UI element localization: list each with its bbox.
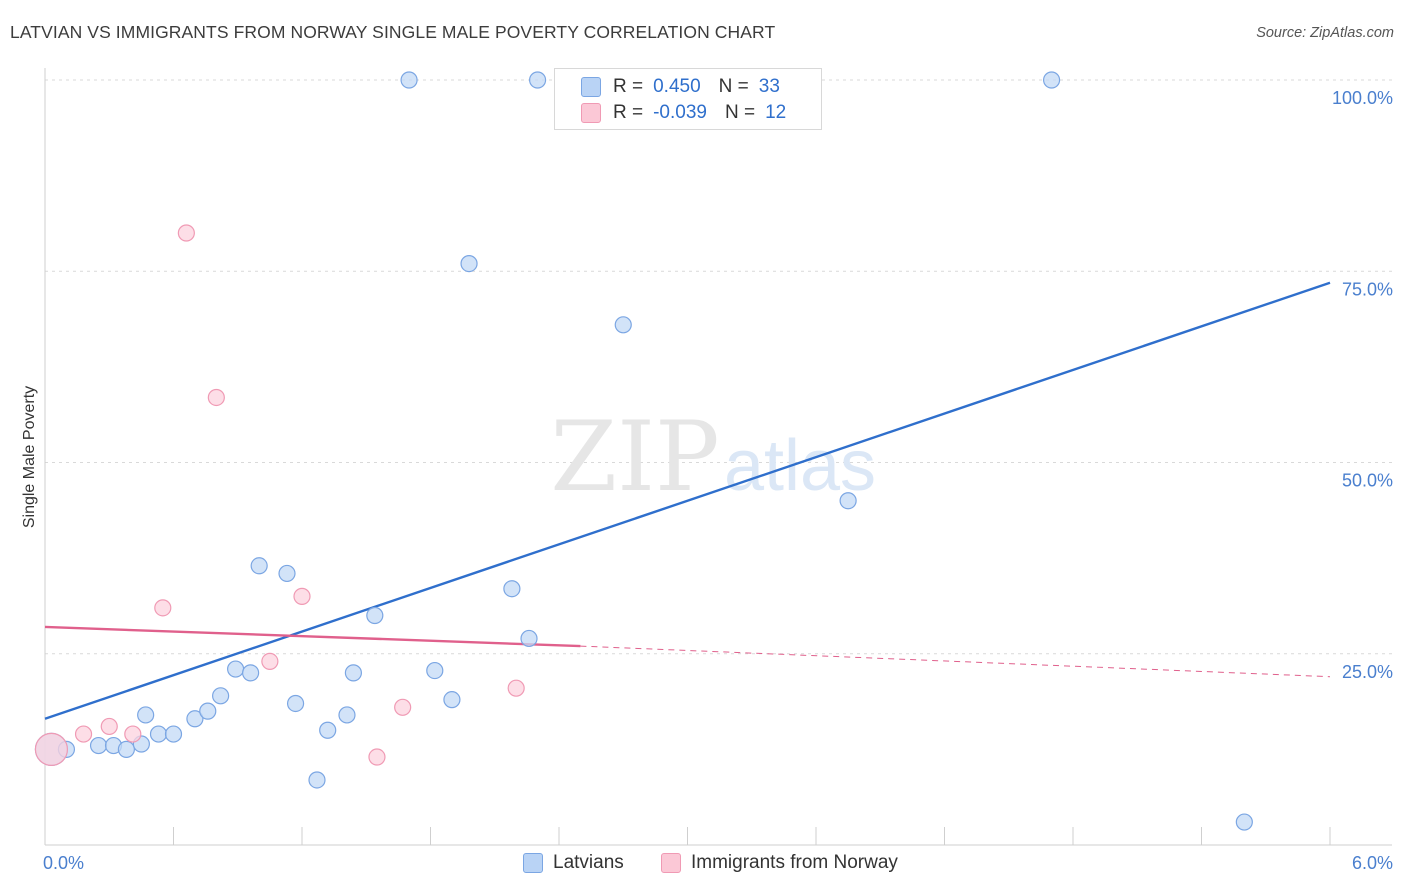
latvian-point — [117, 740, 135, 758]
trendlines — [44, 281, 1331, 720]
x-tick-label: 6.0% — [1352, 853, 1393, 873]
latvian-point — [460, 255, 478, 273]
latvian-point — [137, 706, 155, 724]
norway-point — [368, 748, 386, 766]
bottom-legend-norway: Immigrants from Norway — [661, 852, 898, 874]
y-tick-label: 75.0% — [1342, 279, 1393, 299]
norway-point — [74, 725, 93, 743]
latvian-point — [278, 564, 296, 583]
latvian-point — [149, 725, 168, 743]
legend-n-value: 12 — [765, 102, 787, 123]
source-label: Source: ZipAtlas.com — [1256, 25, 1394, 41]
bottom-legend-label: Latvians — [553, 852, 624, 873]
latvian-point — [400, 71, 418, 89]
trendline — [44, 625, 581, 648]
latvian-point — [839, 492, 857, 510]
latvian-point — [186, 710, 204, 728]
norway-point — [124, 725, 142, 743]
bottom-legend-swatch-pink — [661, 853, 681, 873]
norway-point — [394, 698, 412, 716]
latvian-point — [344, 664, 362, 682]
norway-point — [261, 652, 279, 671]
bottom-legend-latvians: Latvians — [523, 852, 624, 874]
latvian-point — [212, 687, 230, 705]
bottom-legend: Latvians Immigrants from Norway — [0, 852, 1406, 876]
watermark-zip: ZIP — [550, 401, 719, 513]
latvian-point — [426, 661, 444, 680]
latvian-point — [227, 660, 245, 678]
y-tick-label: 100.0% — [1332, 88, 1393, 108]
latvian-point — [520, 629, 538, 648]
norway-point — [177, 224, 195, 242]
latvian-point — [286, 694, 305, 713]
norway-point — [34, 732, 69, 766]
legend-swatch-blue — [581, 77, 601, 97]
axes — [44, 68, 1392, 846]
chart-title: LATVIAN VS IMMIGRANTS FROM NORWAY SINGLE… — [10, 22, 776, 42]
legend-r-label: R = — [613, 102, 644, 123]
norway-point — [154, 599, 172, 617]
legend-swatch-pink — [581, 103, 601, 123]
tick-labels: 100.0% 75.0% 50.0% 25.0% 0.0% 6.0% — [43, 88, 1393, 873]
legend-r-value: -0.039 — [653, 102, 707, 123]
norway-point — [507, 679, 525, 697]
norway-point — [207, 388, 225, 407]
trendline — [44, 281, 1331, 720]
legend-row-latvians: R = 0.450 N = 33 — [581, 75, 780, 99]
y-tick-label: 25.0% — [1342, 662, 1393, 682]
legend-r-value: 0.450 — [653, 76, 701, 97]
latvian-point — [614, 316, 632, 334]
legend: R = 0.450 N = 33 R = -0.039 N = 12 — [554, 68, 822, 130]
bottom-legend-swatch-blue — [523, 853, 543, 873]
latvian-point — [1042, 71, 1061, 89]
y-tick-label: 50.0% — [1342, 471, 1393, 491]
gridlines — [45, 79, 1392, 655]
latvian-point — [503, 580, 521, 598]
latvian-point — [308, 771, 326, 789]
latvian-point — [366, 606, 384, 625]
watermark: ZIP atlas — [550, 401, 876, 513]
bottom-legend-label: Immigrants from Norway — [691, 852, 898, 873]
latvian-point — [199, 702, 217, 720]
latvian-point — [164, 725, 183, 743]
legend-n-label: N = — [718, 76, 749, 97]
legend-r-label: R = — [613, 76, 644, 97]
latvian-point — [250, 557, 268, 575]
norway-point — [100, 717, 118, 736]
latvian-point — [1235, 813, 1253, 831]
trendline — [580, 645, 1331, 678]
norway-point — [293, 587, 311, 605]
legend-n-value: 33 — [758, 76, 780, 97]
latvian-point — [528, 71, 547, 89]
latvian-point — [319, 721, 337, 739]
legend-n-label: N = — [724, 102, 756, 123]
latvian-point — [443, 691, 461, 709]
x-tick-label: 0.0% — [43, 853, 84, 873]
latvian-point — [89, 736, 108, 755]
y-axis-label: Single Male Poverty — [21, 386, 38, 528]
latvian-point — [242, 664, 260, 682]
legend-row-norway: R = -0.039 N = 12 — [581, 101, 786, 125]
latvian-point — [338, 706, 356, 724]
data-points — [34, 71, 1253, 831]
